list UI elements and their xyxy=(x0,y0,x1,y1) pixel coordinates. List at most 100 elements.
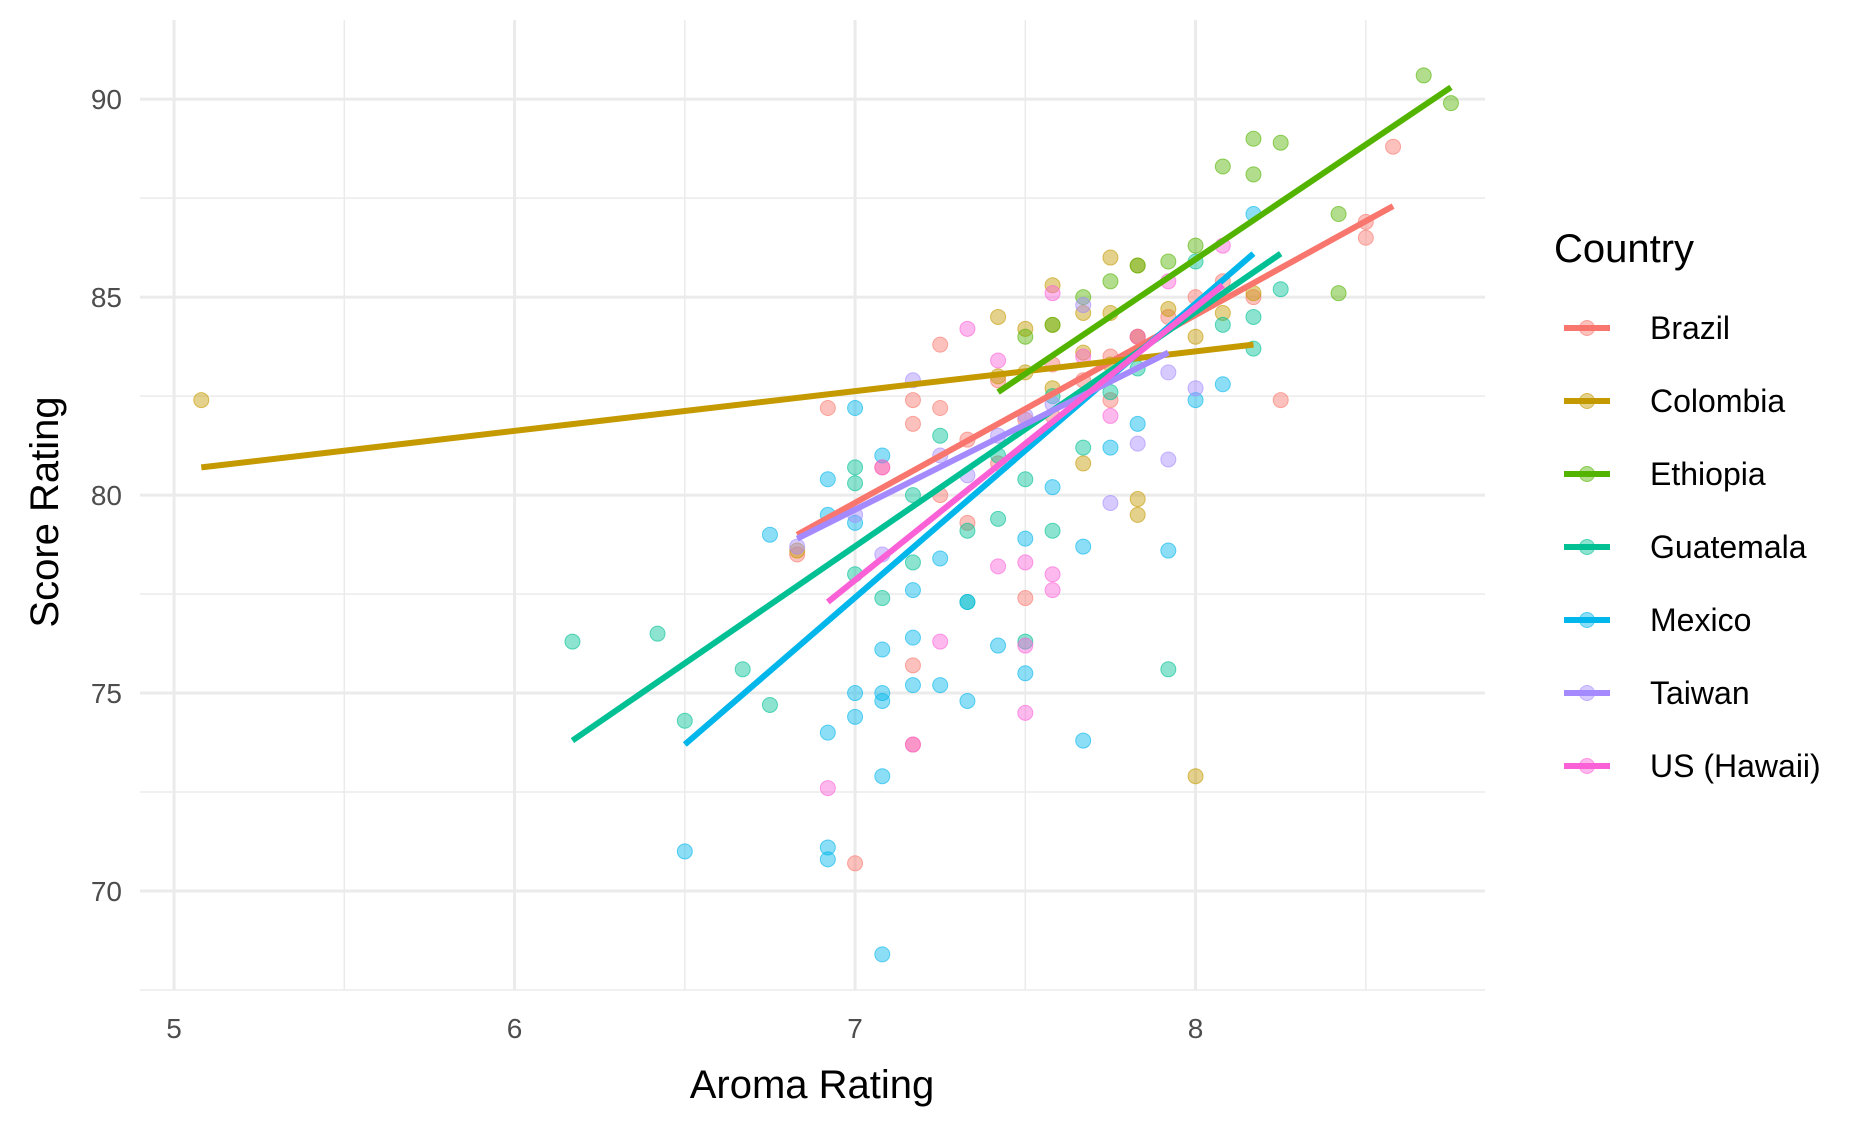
point-us-hawaii xyxy=(990,352,1007,369)
point-mexico xyxy=(847,400,864,416)
legend-key-point xyxy=(1579,393,1595,409)
point-us-hawaii xyxy=(1044,566,1061,583)
point-ethiopia xyxy=(1330,206,1347,222)
point-taiwan xyxy=(1102,495,1119,512)
point-mexico xyxy=(1044,479,1061,496)
point-brazil xyxy=(819,400,836,416)
point-guatemala xyxy=(904,487,921,504)
axis-ticks: 5 6 7 8 70 75 80 85 90 xyxy=(91,84,1204,1044)
point-guatemala xyxy=(847,459,864,476)
point-guatemala xyxy=(1160,661,1177,678)
point-mexico xyxy=(1129,415,1146,432)
point-brazil xyxy=(1385,138,1402,155)
point-guatemala xyxy=(847,475,864,492)
legend-item-taiwan: Taiwan xyxy=(1564,675,1750,711)
point-colombia xyxy=(1160,301,1177,318)
legend-item-brazil: Brazil xyxy=(1564,310,1730,346)
point-guatemala xyxy=(676,712,693,729)
point-mexico xyxy=(761,526,778,543)
point-guatemala xyxy=(1272,281,1289,298)
x-tick-label: 7 xyxy=(847,1013,863,1044)
point-guatemala xyxy=(1245,308,1262,325)
point-ethiopia xyxy=(1044,316,1061,333)
legend-key-point xyxy=(1579,539,1595,555)
point-colombia xyxy=(1102,249,1119,266)
point-taiwan xyxy=(789,538,806,555)
legend-item-mexico: Mexico xyxy=(1564,602,1751,638)
point-taiwan xyxy=(1129,435,1146,452)
point-guatemala xyxy=(761,696,778,713)
point-guatemala xyxy=(734,661,751,678)
legend-title: Country xyxy=(1554,227,1694,271)
data-points xyxy=(193,67,1459,963)
point-guatemala xyxy=(932,427,949,444)
point-us-hawaii xyxy=(1044,285,1061,302)
point-mexico xyxy=(874,946,891,963)
point-mexico xyxy=(1017,665,1034,682)
point-colombia xyxy=(1075,455,1092,472)
y-tick-label: 80 xyxy=(91,480,122,511)
legend-label: US (Hawaii) xyxy=(1650,748,1821,784)
y-tick-label: 90 xyxy=(91,84,122,115)
point-brazil xyxy=(904,392,921,409)
point-ethiopia xyxy=(1245,130,1262,147)
point-ethiopia xyxy=(1187,237,1204,254)
point-mexico xyxy=(1187,392,1204,409)
point-ethiopia xyxy=(1272,134,1289,151)
point-us-hawaii xyxy=(1017,554,1034,571)
trend-lines xyxy=(200,84,1453,747)
point-ethiopia xyxy=(1245,166,1262,183)
point-ethiopia xyxy=(1017,328,1034,345)
point-colombia xyxy=(1129,506,1146,523)
point-colombia xyxy=(789,542,806,559)
point-ethiopia xyxy=(1330,285,1347,302)
point-mexico xyxy=(819,724,836,741)
legend-label: Guatemala xyxy=(1650,529,1807,565)
point-guatemala xyxy=(649,625,666,642)
point-mexico xyxy=(990,637,1007,654)
point-us-hawaii xyxy=(990,558,1007,575)
point-brazil xyxy=(1017,590,1034,607)
point-mexico xyxy=(1075,732,1092,749)
legend-label: Taiwan xyxy=(1650,675,1750,711)
legend-key-point xyxy=(1579,685,1595,701)
point-us-hawaii xyxy=(1102,407,1119,424)
point-us-hawaii xyxy=(1017,704,1034,721)
point-us-hawaii xyxy=(932,633,949,650)
point-mexico xyxy=(819,851,836,868)
point-mexico xyxy=(1102,439,1119,456)
point-guatemala xyxy=(564,633,581,650)
point-mexico xyxy=(874,641,891,658)
x-tick-label: 6 xyxy=(507,1013,523,1044)
x-axis-title: Aroma Rating xyxy=(690,1063,935,1107)
point-mexico xyxy=(1214,376,1231,393)
legend: Country Brazil Colombia Ethiopia Guatemala M… xyxy=(1554,227,1821,784)
point-mexico xyxy=(959,594,976,610)
point-us-hawaii xyxy=(874,459,891,476)
point-ethiopia xyxy=(1415,67,1432,84)
point-brazil xyxy=(847,855,864,872)
trend-line-us-hawaii xyxy=(825,282,1225,605)
point-mexico xyxy=(847,708,864,725)
point-mexico xyxy=(1017,530,1034,547)
trend-line-colombia xyxy=(200,341,1254,471)
point-us-hawaii xyxy=(819,780,836,797)
point-taiwan xyxy=(1075,297,1092,314)
y-tick-label: 75 xyxy=(91,678,122,709)
legend-label: Brazil xyxy=(1650,310,1730,346)
point-colombia xyxy=(1187,768,1204,785)
point-guatemala xyxy=(1017,633,1034,650)
point-colombia xyxy=(990,308,1007,325)
point-guatemala xyxy=(1075,439,1092,456)
point-mexico xyxy=(932,677,949,694)
y-tick-label: 85 xyxy=(91,282,122,313)
point-taiwan xyxy=(1160,451,1177,468)
point-mexico xyxy=(932,550,949,567)
point-us-hawaii xyxy=(904,736,921,753)
point-taiwan xyxy=(1160,364,1177,381)
point-guatemala xyxy=(990,510,1007,527)
point-colombia xyxy=(193,392,210,409)
point-brazil xyxy=(904,415,921,432)
point-guatemala xyxy=(1044,522,1061,539)
